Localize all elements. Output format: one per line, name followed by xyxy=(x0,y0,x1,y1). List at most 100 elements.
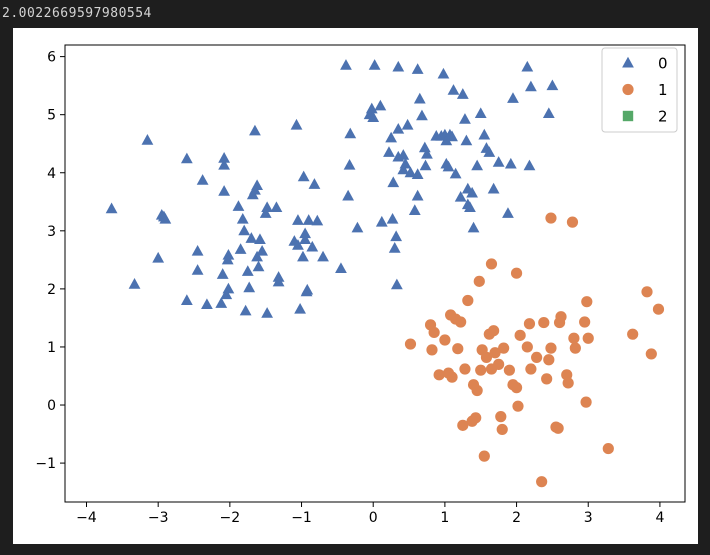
series-0-point xyxy=(254,233,266,244)
series-0-point xyxy=(521,60,534,72)
series-0-point xyxy=(367,111,380,123)
series-0-point xyxy=(401,118,414,130)
series-0-point xyxy=(449,167,462,179)
series-1-point xyxy=(645,348,657,360)
series-0-point xyxy=(301,283,314,295)
series-0-point xyxy=(351,221,364,233)
legend: 0 1 2 xyxy=(601,47,678,133)
series-1-point xyxy=(510,382,523,394)
series-0-point xyxy=(128,278,141,289)
y-tick-label: 0 xyxy=(47,398,56,414)
series-0-point xyxy=(297,170,310,182)
series-0-point xyxy=(105,202,118,214)
series-0-point xyxy=(238,224,251,236)
series-1-point xyxy=(543,354,555,366)
series-0-point xyxy=(152,251,165,263)
legend-label-2: 2 xyxy=(658,108,668,126)
series-0-point xyxy=(292,239,304,250)
series-0-point xyxy=(311,214,324,226)
series-0-point xyxy=(460,134,473,146)
y-tick-label: 6 xyxy=(47,50,56,66)
series-0-point xyxy=(392,60,405,72)
series-1-point xyxy=(514,329,526,341)
series-0-point xyxy=(390,230,403,242)
series-0-point xyxy=(292,214,304,225)
series-0-point xyxy=(411,63,424,74)
series-1-point xyxy=(433,369,445,381)
series-0-point xyxy=(411,189,424,201)
series-0-point xyxy=(474,107,487,118)
series-1-point xyxy=(471,384,483,397)
series-1-point xyxy=(452,343,464,355)
series-1-point xyxy=(462,294,474,307)
x-tick-label: −3 xyxy=(148,510,169,526)
series-1-point xyxy=(641,286,653,298)
series-0-point xyxy=(399,157,412,169)
series-0-point xyxy=(243,281,256,293)
series-0-point xyxy=(245,232,258,243)
series-0-point xyxy=(180,152,193,164)
series-1-point xyxy=(555,311,567,323)
series-1-point xyxy=(426,344,438,356)
series-1-point xyxy=(521,341,533,353)
y-tick-label: 2 xyxy=(47,282,56,298)
series-0-point xyxy=(523,159,536,171)
series-0-point xyxy=(251,250,263,262)
series-0-point xyxy=(413,92,426,104)
series-0-point xyxy=(234,243,247,254)
series-0-point xyxy=(256,244,268,256)
series-0-point xyxy=(421,147,433,159)
series-0-point xyxy=(404,166,417,178)
series-1-point xyxy=(582,332,594,344)
series-0-point xyxy=(159,213,172,224)
series-0-point xyxy=(249,124,261,136)
series-0-point xyxy=(387,176,400,188)
series-1-point xyxy=(652,303,665,315)
series-1-point xyxy=(480,351,493,364)
legend-marker-2 xyxy=(622,110,634,122)
series-0-point xyxy=(388,242,401,253)
series-0-point xyxy=(375,215,388,227)
series-0-point xyxy=(374,99,387,111)
series-1-point xyxy=(562,377,574,389)
series-0-point xyxy=(447,84,460,95)
series-0-point xyxy=(343,159,356,170)
series-0-point xyxy=(290,118,303,130)
series-1-point xyxy=(579,316,591,328)
series-0-point xyxy=(411,168,424,179)
series-0-point xyxy=(459,113,471,124)
series-1-point xyxy=(536,476,548,488)
series-0-point xyxy=(442,160,455,172)
series-0-point xyxy=(507,92,519,103)
series-0-point xyxy=(302,214,315,225)
series-0-point xyxy=(390,278,403,290)
series-1-point xyxy=(569,342,581,354)
series-0-point xyxy=(308,178,321,189)
series-1-point xyxy=(428,326,440,339)
series-0-point xyxy=(440,134,453,146)
series-1-point xyxy=(538,316,550,329)
y-tick-label: 1 xyxy=(47,340,56,356)
series-1-point xyxy=(602,442,614,455)
series-1-point xyxy=(552,422,564,434)
series-1-point xyxy=(545,342,557,354)
series-0-point xyxy=(454,190,467,202)
series-1-point xyxy=(404,338,417,350)
series-0-point xyxy=(344,127,357,139)
legend-label-1: 1 xyxy=(658,81,668,99)
series-0-point xyxy=(218,159,231,170)
series-0-point xyxy=(335,262,347,274)
series-1-point xyxy=(580,396,592,408)
series-0-point xyxy=(502,207,514,218)
series-0-point xyxy=(546,79,559,91)
series-0-point xyxy=(201,298,213,310)
series-0-point xyxy=(297,250,309,262)
series-0-point xyxy=(542,107,555,118)
series-1-point xyxy=(485,258,498,270)
series-1-point xyxy=(489,347,501,359)
series-0-point xyxy=(437,67,450,79)
series-1-point xyxy=(496,423,508,436)
series-1-point xyxy=(568,332,580,344)
series-1-point xyxy=(541,373,553,385)
series-0-point xyxy=(241,265,254,276)
